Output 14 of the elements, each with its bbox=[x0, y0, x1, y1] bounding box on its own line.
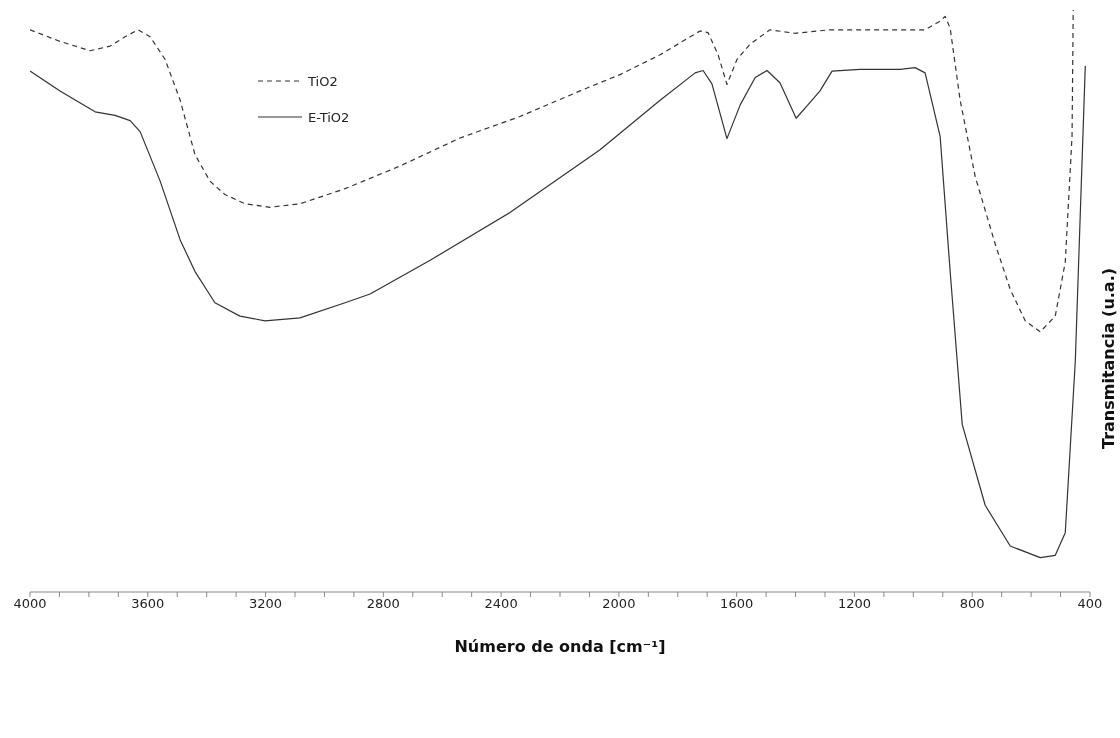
x-tick-label: 2800 bbox=[366, 596, 400, 612]
x-tick-label: 1600 bbox=[720, 596, 754, 612]
x-tick-label: 3200 bbox=[249, 596, 283, 612]
x-tick-label: 1200 bbox=[837, 596, 871, 612]
legend-label: E-TiO2 bbox=[308, 109, 350, 125]
x-tick-label: 400 bbox=[1077, 596, 1103, 612]
x-tick-label: 2000 bbox=[602, 596, 636, 612]
x-tick-label: 3600 bbox=[131, 596, 165, 612]
x-tick-label: 800 bbox=[959, 596, 985, 612]
y-axis-title: Transmitancia (u.a.) bbox=[1099, 266, 1118, 451]
x-tick-label: 2400 bbox=[484, 596, 518, 612]
x-axis-title: Número de onda [cm⁻¹] bbox=[454, 637, 666, 656]
x-tick-label: 4000 bbox=[13, 596, 47, 612]
legend-label: TiO2 bbox=[308, 73, 338, 89]
